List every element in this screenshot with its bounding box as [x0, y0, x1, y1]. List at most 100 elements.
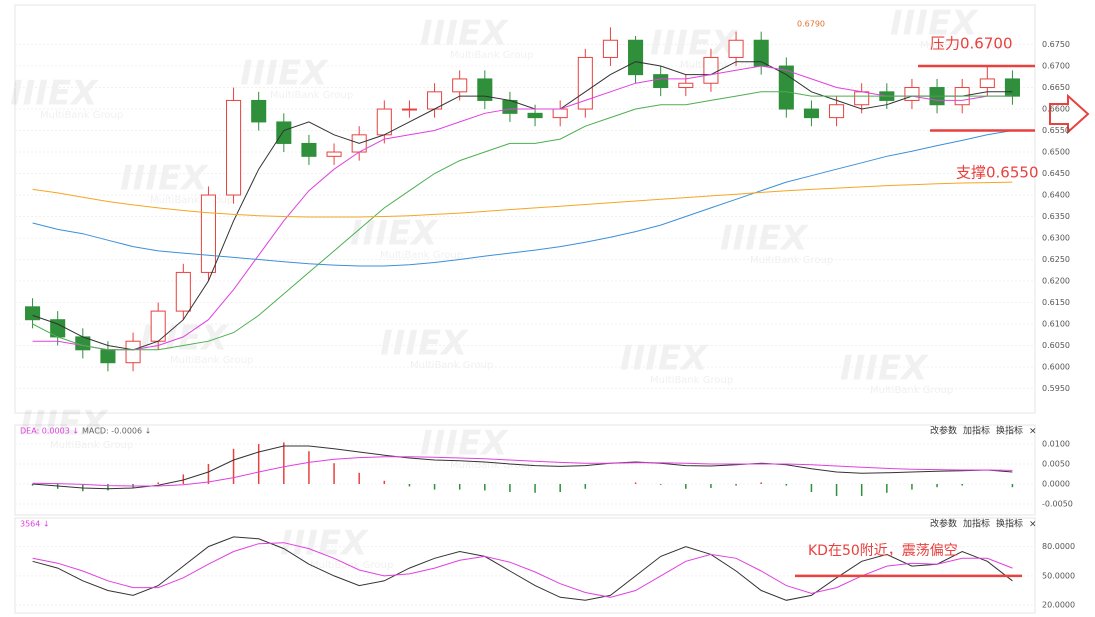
- candle-body: [175, 271, 191, 312]
- watermark: IIIEX: [890, 4, 979, 44]
- watermark: IIIEX: [350, 214, 439, 254]
- annotation: KD在50附近，震荡偏空: [808, 543, 958, 559]
- series-line: [32, 445, 1013, 490]
- y-tick-label: 0.6100: [1042, 320, 1070, 329]
- watermark: IIIEX: [20, 404, 109, 444]
- y-tick-label: 0.6000: [1042, 363, 1070, 372]
- series-line: [32, 456, 1013, 487]
- y-tick-label: 0.6750: [1042, 40, 1070, 49]
- series-line: [32, 130, 1013, 267]
- y-tick-label: 0.0050: [1042, 460, 1070, 469]
- y-tick-label: 0.6700: [1042, 62, 1070, 71]
- y-tick-label: 0.6550: [1042, 126, 1070, 135]
- series-line: [32, 91, 1013, 351]
- watermark-sub: MultiBank Group: [410, 360, 493, 371]
- watermark-sub: MultiBank Group: [920, 40, 1003, 51]
- candle-body: [979, 78, 995, 89]
- watermark: IIIEX: [240, 54, 329, 94]
- annotation: 0.6790: [797, 20, 825, 29]
- candle-body: [226, 99, 242, 196]
- candle-body: [904, 87, 920, 101]
- candle-body: [678, 82, 694, 89]
- candle-body: [200, 194, 216, 273]
- candle-body: [703, 56, 719, 84]
- watermark-sub: MultiBank Group: [170, 355, 253, 366]
- indicator-header: MACD: -0.0006 ↓: [82, 427, 151, 436]
- y-tick-label: 0.6200: [1042, 277, 1070, 286]
- candle-body: [251, 99, 267, 123]
- candle-body: [829, 104, 845, 119]
- indicator-button[interactable]: 加指标: [963, 425, 990, 437]
- watermark: IIIEX: [280, 524, 369, 564]
- watermark-sub: MultiBank Group: [750, 255, 833, 266]
- y-tick-label: 0.6500: [1042, 148, 1070, 157]
- candle-body: [276, 121, 292, 144]
- candle-body: [125, 340, 141, 364]
- y-tick-label: 0.6400: [1042, 191, 1070, 200]
- y-tick-label: 0.6250: [1042, 255, 1070, 264]
- candle-body: [854, 91, 870, 106]
- y-tick-label: 0.6450: [1042, 169, 1070, 178]
- watermark: IIIEX: [840, 349, 929, 389]
- y-tick-label: 0.0000: [1042, 480, 1070, 489]
- y-tick-label: -0.0050: [1042, 500, 1073, 509]
- candle-body: [577, 56, 593, 110]
- watermark: IIIEX: [10, 74, 99, 114]
- y-tick-label: 0.6650: [1042, 83, 1070, 92]
- series-line: [32, 181, 1013, 218]
- main-panel: [14, 4, 1036, 414]
- watermark-sub: MultiBank Group: [150, 195, 233, 206]
- candle-body: [602, 39, 618, 58]
- candle-body: [301, 142, 317, 157]
- indicator-button[interactable]: 加指标: [963, 518, 990, 530]
- candle-body: [25, 306, 41, 321]
- watermark-sub: MultiBank Group: [870, 385, 953, 396]
- series-line: [32, 65, 1013, 351]
- y-tick-label: 50.0000: [1042, 571, 1075, 580]
- y-tick-label: 0.6300: [1042, 234, 1070, 243]
- watermark-sub: MultiBank Group: [380, 250, 463, 261]
- annotation: 压力0.6700: [930, 35, 1013, 53]
- series-line: [32, 542, 1013, 598]
- indicator-button[interactable]: 改参数: [930, 425, 957, 437]
- candle-body: [653, 74, 669, 89]
- candle-body: [100, 349, 116, 364]
- watermark: IIIEX: [420, 14, 509, 54]
- watermark-sub: MultiBank Group: [40, 110, 123, 121]
- candle-body: [401, 108, 417, 111]
- indicator-button[interactable]: 换指标: [996, 425, 1023, 437]
- watermark-sub: MultiBank Group: [50, 440, 133, 451]
- indicator-header: DEA: 0.0003 ↓: [20, 427, 79, 436]
- candle-body: [628, 39, 644, 76]
- indicator-button[interactable]: ×: [1029, 520, 1037, 530]
- series-line: [32, 61, 1013, 351]
- candle-body: [527, 112, 543, 119]
- y-tick-label: 0.6350: [1042, 212, 1070, 221]
- y-tick-label: 0.6150: [1042, 298, 1070, 307]
- series-line: [32, 536, 1013, 601]
- y-tick-label: 0.5950: [1042, 384, 1070, 393]
- watermark: IIIEX: [620, 339, 709, 379]
- indicator-button[interactable]: ×: [1029, 427, 1037, 437]
- watermark-sub: MultiBank Group: [450, 50, 533, 61]
- y-tick-label: 0.6050: [1042, 341, 1070, 350]
- candle-body: [552, 108, 568, 119]
- candle-body: [326, 151, 342, 157]
- candle-body: [803, 108, 819, 119]
- watermark: IIIEX: [650, 24, 739, 64]
- y-tick-label: 80.0000: [1042, 542, 1075, 551]
- watermark-sub: MultiBank Group: [650, 375, 733, 386]
- candle-body: [1004, 78, 1020, 97]
- y-tick-label: 0.6600: [1042, 105, 1070, 114]
- y-tick-label: 20.0000: [1042, 601, 1075, 610]
- macd-panel: [14, 424, 1036, 516]
- watermark-sub: MultiBank Group: [680, 60, 763, 71]
- indicator-button[interactable]: 改参数: [930, 518, 957, 530]
- candle-body: [452, 78, 468, 93]
- watermark: IIIEX: [120, 159, 209, 199]
- indicator-button[interactable]: 换指标: [996, 518, 1023, 530]
- watermark-sub: MultiBank Group: [310, 560, 393, 571]
- candle-body: [376, 108, 392, 136]
